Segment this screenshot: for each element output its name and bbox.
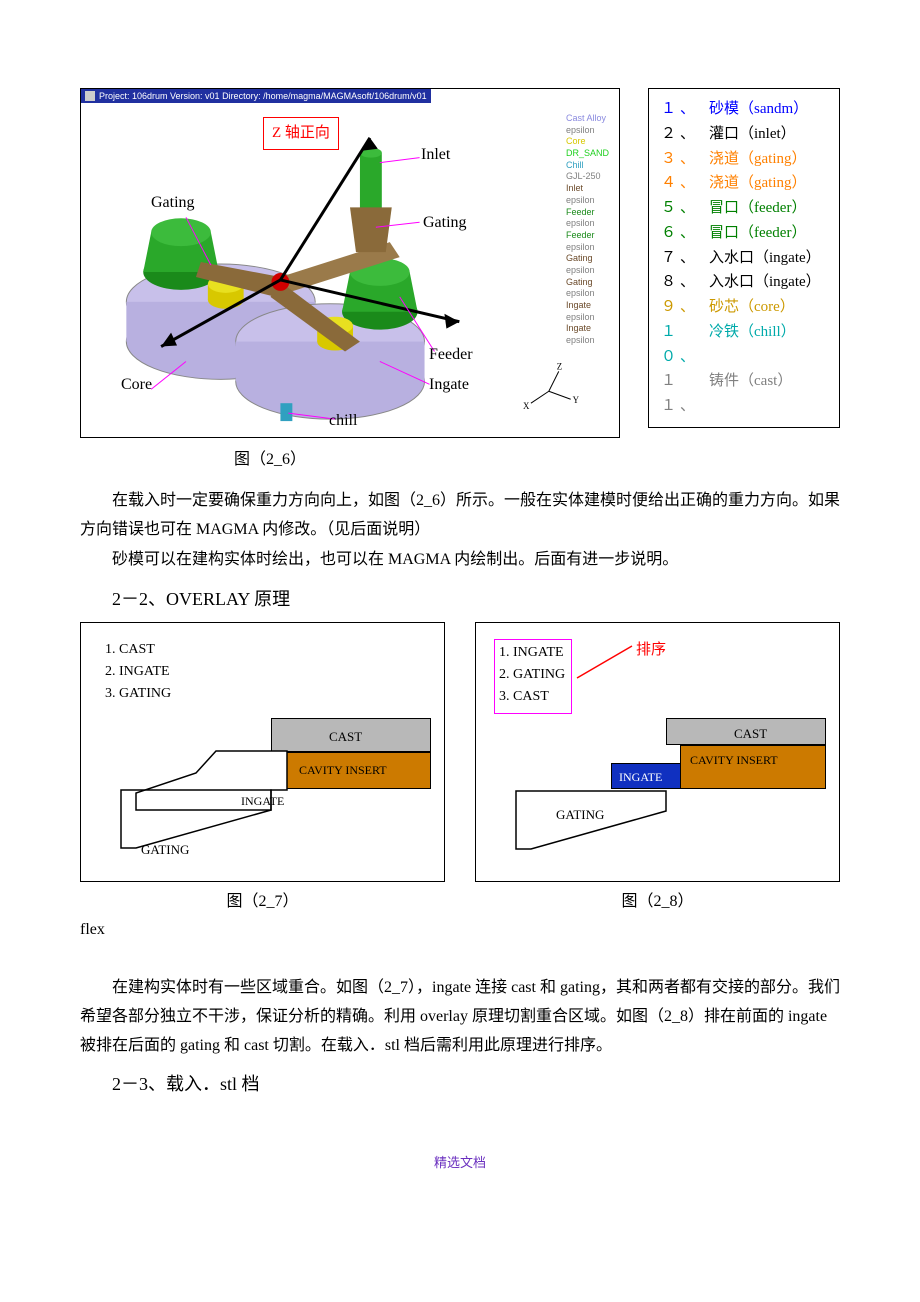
magma-viewer: Project: 106drum Version: v01 Directory:… xyxy=(80,88,620,438)
diagram-2-7: 1. CAST 2. INGATE 3. GATING CAST CAVITY … xyxy=(80,622,445,882)
caption-fig28: 图（2_8） xyxy=(475,888,840,917)
material-item: epsilon xyxy=(566,312,609,324)
callout-gating2: Gating xyxy=(423,209,467,238)
d27-gating-label: GATING xyxy=(141,838,189,861)
axis-x: X xyxy=(523,401,530,411)
legend-item: ７、入水口（ingate） xyxy=(661,246,827,271)
material-item: Core xyxy=(566,136,609,148)
d28-item-2: 2. GATING xyxy=(499,664,565,686)
paragraph-3: 在建构实体时有一些区域重合。如图（2_7），ingate 连接 cast 和 g… xyxy=(80,974,840,1060)
figure-2-6-row: Project: 106drum Version: v01 Directory:… xyxy=(80,88,840,438)
material-item: Inlet xyxy=(566,183,609,195)
material-item: epsilon xyxy=(566,195,609,207)
axis-z: Z xyxy=(557,361,562,371)
material-item: epsilon xyxy=(566,125,609,137)
viewer-title: Project: 106drum Version: v01 Directory:… xyxy=(99,88,427,104)
d27-cavity-label: CAVITY INSERT xyxy=(299,760,387,782)
material-item: Chill xyxy=(566,160,609,172)
callout-feeder: Feeder xyxy=(429,341,473,370)
d28-sort-line xyxy=(572,643,642,683)
caption-fig26: 图（2_6） xyxy=(80,446,460,475)
diagram-captions: 图（2_7） 图（2_8） xyxy=(80,888,840,917)
d28-gating-label: GATING xyxy=(556,803,604,826)
material-item: Feeder xyxy=(566,230,609,242)
material-item: GJL-250 xyxy=(566,171,609,183)
material-item: epsilon xyxy=(566,335,609,347)
d28-item-1: 1. INGATE xyxy=(499,642,565,664)
d28-cast-label: CAST xyxy=(734,722,767,745)
axis-y: Y xyxy=(573,395,580,405)
material-list: Cast AlloyepsilonCoreDR_SANDChillGJL-250… xyxy=(566,113,609,347)
material-item: epsilon xyxy=(566,218,609,230)
legend-item: ２、灌口（inlet） xyxy=(661,122,827,147)
legend-item: １１、铸件（cast） xyxy=(661,369,827,419)
legend-item: １、砂模（sandm） xyxy=(661,97,827,122)
legend-item: ９、砂芯（core） xyxy=(661,295,827,320)
callout-inlet: Inlet xyxy=(421,141,450,170)
window-icon xyxy=(85,91,95,101)
viewer-titlebar: Project: 106drum Version: v01 Directory:… xyxy=(81,89,431,103)
section-2-2: 2－2、OVERLAY 原理 xyxy=(112,583,840,615)
legend-item: ３、浇道（gating） xyxy=(661,147,827,172)
legend-item: １０、冷铁（chill） xyxy=(661,320,827,370)
d27-list: 1. CAST 2. INGATE 3. GATING xyxy=(105,639,171,706)
overlay-diagrams: 1. CAST 2. INGATE 3. GATING CAST CAVITY … xyxy=(80,622,840,882)
page-footer: 精选文档 xyxy=(80,1151,840,1174)
d27-item-2: 2. INGATE xyxy=(105,661,171,683)
legend-item: ５、冒口（feeder） xyxy=(661,196,827,221)
d27-cast-label: CAST xyxy=(329,725,362,748)
diagram-2-8: 排序 1. INGATE 2. GATING 3. CAST CAST CAVI… xyxy=(475,622,840,882)
paragraph-2: 砂模可以在建构实体时绘出，也可以在 MAGMA 内绘制出。后面有进一步说明。 xyxy=(80,546,840,575)
callout-gating1: Gating xyxy=(151,189,195,218)
material-item: Cast Alloy xyxy=(566,113,609,125)
caption-fig27: 图（2_7） xyxy=(80,888,445,917)
d27-item-1: 1. CAST xyxy=(105,639,171,661)
material-item: Feeder xyxy=(566,207,609,219)
d28-list: 1. INGATE 2. GATING 3. CAST xyxy=(494,639,572,714)
legend-box: １、砂模（sandm）２、灌口（inlet）３、浇道（gating）４、浇道（g… xyxy=(648,88,840,428)
d27-item-3: 3. GATING xyxy=(105,683,171,705)
model-svg: Y Z X xyxy=(81,103,619,437)
d28-item-3: 3. CAST xyxy=(499,686,565,708)
d27-ingate-label: INGATE xyxy=(241,791,284,813)
material-item: epsilon xyxy=(566,265,609,277)
callout-core: Core xyxy=(121,371,152,400)
material-item: epsilon xyxy=(566,288,609,300)
legend-item: ６、冒口（feeder） xyxy=(661,221,827,246)
material-item: Ingate xyxy=(566,323,609,335)
d28-cavity-label: CAVITY INSERT xyxy=(690,750,778,772)
material-item: Gating xyxy=(566,277,609,289)
section-2-3: 2－3、载入．stl 档 xyxy=(112,1068,840,1100)
legend-item: ８、入水口（ingate） xyxy=(661,270,827,295)
material-item: epsilon xyxy=(566,242,609,254)
z-axis-label: Z 轴正向 xyxy=(263,117,339,150)
material-item: DR_SAND xyxy=(566,148,609,160)
material-item: Ingate xyxy=(566,300,609,312)
legend-item: ４、浇道（gating） xyxy=(661,171,827,196)
callout-ingate: Ingate xyxy=(429,371,469,400)
callout-chill: chill xyxy=(329,407,357,436)
material-item: Gating xyxy=(566,253,609,265)
paragraph-1: 在载入时一定要确保重力方向向上，如图（2_6）所示。一般在实体建模时便给出正确的… xyxy=(80,487,840,545)
